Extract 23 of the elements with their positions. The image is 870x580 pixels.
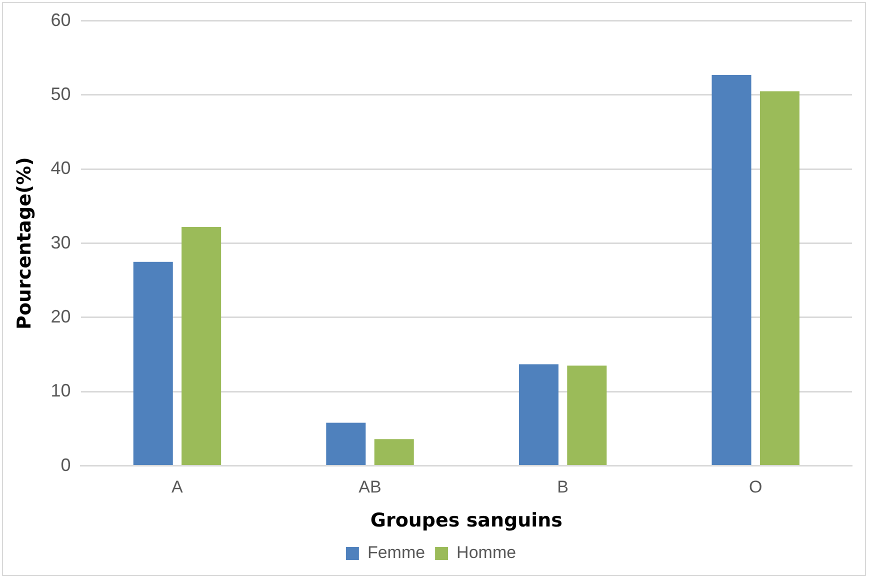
y-axis-title: Pourcentage(%): [13, 157, 36, 330]
x-tick-label: AB: [358, 478, 382, 497]
bar: [760, 91, 800, 466]
legend-label: Homme: [456, 543, 516, 562]
y-tick-label: 60: [50, 10, 71, 30]
bar: [182, 226, 222, 466]
bar: [326, 422, 366, 466]
bar: [133, 262, 173, 466]
y-tick-label: 30: [50, 232, 71, 252]
bar: [374, 439, 414, 466]
y-tick-label: 10: [50, 380, 71, 401]
y-tick-label: 20: [50, 306, 71, 326]
y-tick-label: 50: [50, 84, 71, 104]
bar: [567, 366, 607, 466]
x-tick-label: O: [748, 478, 762, 497]
x-axis-title: Groupes sanguins: [370, 510, 562, 532]
legend-label: Femme: [367, 543, 426, 562]
y-tick-label: 40: [50, 158, 71, 178]
x-tick-label: B: [557, 478, 568, 497]
y-tick-label: 0: [60, 454, 71, 475]
x-tick-label: A: [172, 478, 184, 497]
bar: [518, 364, 558, 466]
bar: [712, 74, 752, 466]
